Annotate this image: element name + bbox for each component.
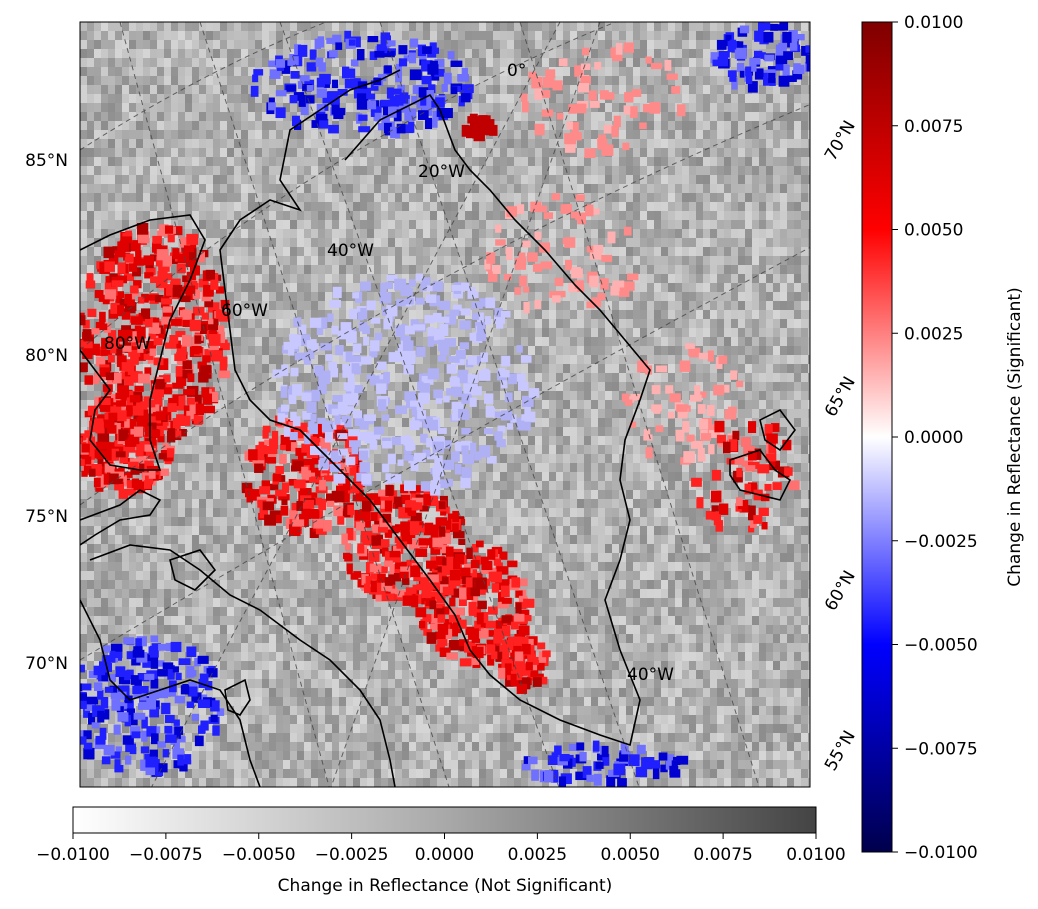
colorbar-significant-bar	[861, 21, 893, 853]
colorbar-not-significant-tick-label: 0.0000	[415, 845, 474, 865]
lat-label-70n: 70°N	[25, 654, 68, 674]
lon-label-40w-lower: 40°W	[627, 665, 674, 685]
colorbar-not-significant-label: Change in Reflectance (Not Significant)	[278, 876, 613, 896]
colorbar-significant-tick-label: −0.0100	[904, 843, 978, 863]
colorbar-not-significant-tick-label: −0.0025	[315, 845, 389, 865]
colorbar-not-significant-tick-label: −0.0050	[222, 845, 296, 865]
lon-label-0: 0°	[507, 61, 526, 81]
colorbar-not-significant-tick-label: 0.0075	[693, 845, 752, 865]
lon-label-60w: 60°W	[221, 301, 268, 321]
lon-label-40w: 40°W	[327, 241, 374, 261]
significant-cells	[80, 22, 810, 787]
colorbar-significant-tick-label: 0.0050	[904, 221, 963, 241]
lat-label-75n: 75°N	[25, 507, 68, 527]
lat-label-80n: 80°N	[25, 346, 68, 366]
lat-label-right-55n: 55°N	[821, 727, 860, 774]
colorbar-not-significant-tick-label: −0.0075	[129, 845, 203, 865]
colorbar-significant-tick-label: −0.0025	[904, 532, 978, 552]
colorbar-significant-label: Change in Reflectance (Significant)	[1005, 287, 1025, 586]
colorbar-not-significant-tick-label: 0.0100	[786, 845, 845, 865]
colorbar-not-significant-ticks: −0.0100 −0.0075 −0.0050 −0.0025 0.0000 0.0025…	[36, 833, 846, 865]
lat-label-right-60n: 60°N	[821, 567, 860, 614]
colorbar-significant-tick-label: 0.0075	[904, 117, 963, 137]
colorbar-significant-tick-label: 0.0000	[904, 428, 963, 448]
lon-label-80w: 80°W	[104, 334, 151, 354]
colorbar-not-significant-tick-label: −0.0100	[36, 845, 110, 865]
map-panel: 0° 20°W 40°W 60°W 80°W 40°W	[79, 21, 811, 788]
lat-labels-right: 70°N 65°N 60°N 55°N	[821, 117, 860, 774]
colorbar-significant-tick-label: 0.0025	[904, 324, 963, 344]
lat-label-right-70n: 70°N	[821, 117, 860, 164]
lat-labels-left: 85°N 80°N 75°N 70°N	[25, 151, 68, 674]
map-frame	[79, 21, 811, 788]
colorbar-significant: 0.0100 0.0075 0.0050 0.0025 0.0000 −0.0025 −0.…	[861, 13, 1025, 863]
colorbar-not-significant-tick-label: 0.0050	[601, 845, 660, 865]
colorbar-significant-ticks: 0.0100 0.0075 0.0050 0.0025 0.0000 −0.0025 −0.…	[892, 13, 978, 863]
lon-label-20w: 20°W	[418, 162, 465, 182]
colorbar-not-significant-tick-label: 0.0025	[508, 845, 567, 865]
colorbar-not-significant-bar	[72, 806, 817, 834]
colorbar-not-significant: −0.0100 −0.0075 −0.0050 −0.0025 0.0000 0.0025…	[36, 806, 846, 896]
colorbar-significant-tick-label: −0.0075	[904, 739, 978, 759]
colorbar-significant-tick-label: −0.0050	[904, 636, 978, 656]
lat-label-right-65n: 65°N	[821, 373, 860, 420]
graticule	[80, 22, 810, 787]
colorbar-significant-tick-label: 0.0100	[904, 13, 963, 33]
coastlines	[80, 69, 796, 787]
lat-label-85n: 85°N	[25, 151, 68, 171]
